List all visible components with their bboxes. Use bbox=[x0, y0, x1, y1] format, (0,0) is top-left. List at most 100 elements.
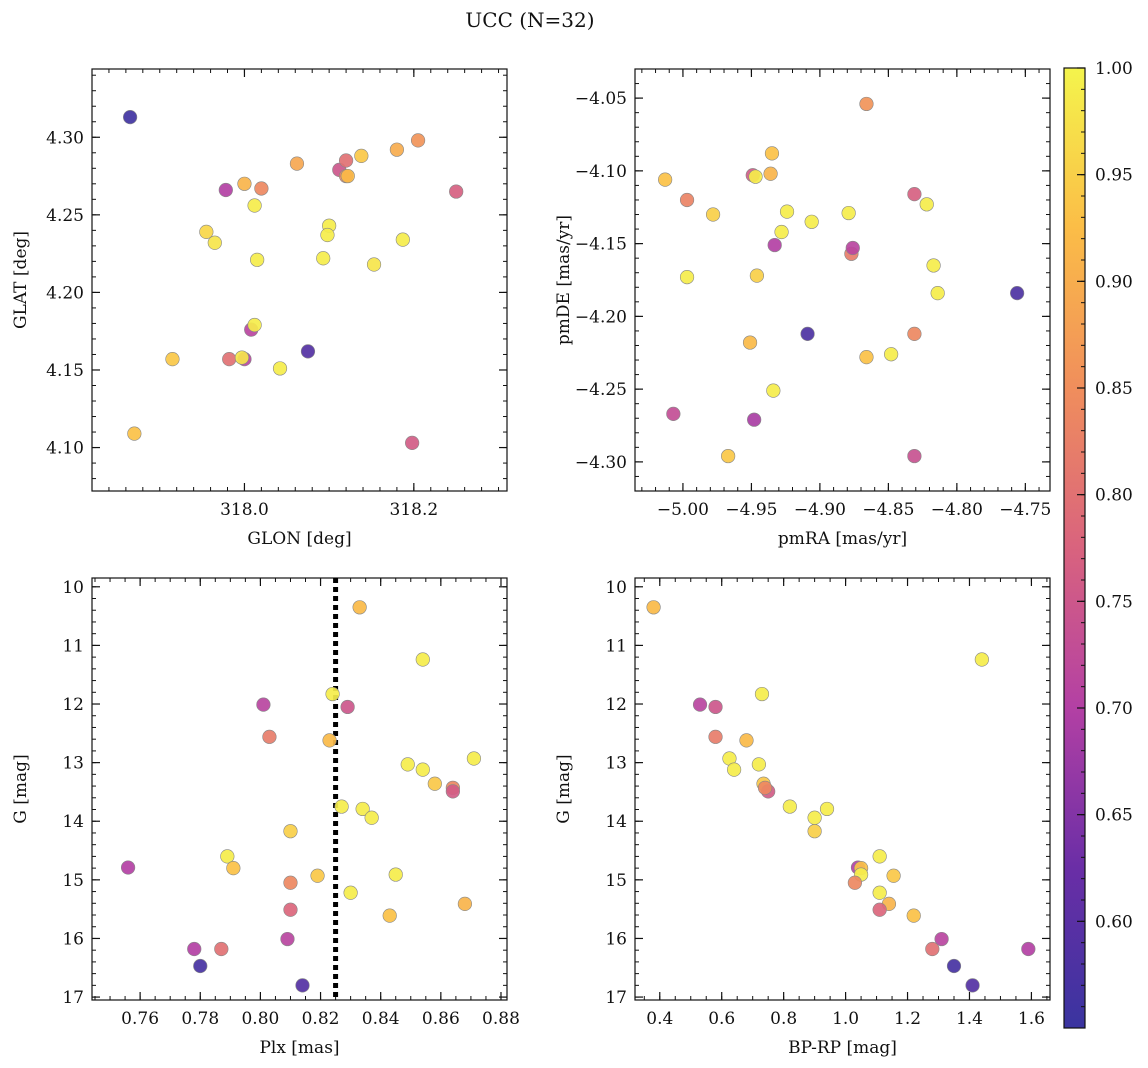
scatter-point bbox=[872, 849, 887, 864]
scatter-point bbox=[388, 867, 403, 882]
plot-frame bbox=[634, 68, 1051, 492]
scatter-point bbox=[226, 861, 241, 876]
scatter-point bbox=[280, 931, 295, 947]
scatter-point bbox=[310, 868, 325, 883]
scatter-point bbox=[247, 317, 262, 333]
scatter-point bbox=[256, 697, 271, 712]
scatter-point bbox=[946, 958, 962, 974]
scatter-point bbox=[884, 347, 899, 362]
scatter-point bbox=[300, 344, 316, 359]
scatter-point bbox=[234, 350, 250, 365]
plot-frame bbox=[91, 577, 508, 1001]
x-tick-label: −4.75 bbox=[999, 500, 1051, 520]
scatter-point bbox=[410, 133, 426, 148]
scatter-point bbox=[926, 258, 941, 273]
y-axis-label: GLAT [deg] bbox=[11, 231, 31, 329]
y-tick-label: 4.15 bbox=[46, 361, 84, 381]
x-tick-label: 0.6 bbox=[708, 1009, 735, 1029]
scatter-point bbox=[841, 205, 856, 221]
scatter-point bbox=[123, 109, 138, 125]
scatter-point bbox=[199, 224, 214, 240]
plot-frame bbox=[634, 577, 1051, 1001]
y-tick-label: 4.30 bbox=[46, 128, 84, 148]
colorbar-gradient bbox=[1063, 67, 1086, 1029]
x-axis-label: pmRA [mas/yr] bbox=[778, 529, 907, 549]
colorbar-tick-label: 0.60 bbox=[1095, 912, 1133, 932]
y-axis-label: pmDE [mas/yr] bbox=[554, 215, 574, 345]
y-tick-label: 12 bbox=[62, 695, 84, 715]
x-tick-label: 1.2 bbox=[894, 1009, 921, 1029]
scatter-point bbox=[382, 908, 397, 923]
scatter-point bbox=[354, 148, 369, 163]
scatter-point bbox=[366, 257, 382, 272]
y-axis-label: G [mag] bbox=[554, 754, 574, 823]
scatter-point bbox=[800, 326, 815, 341]
x-tick-label: 0.80 bbox=[241, 1009, 279, 1029]
y-tick-label: 17 bbox=[605, 988, 627, 1008]
y-tick-label: −4.05 bbox=[575, 89, 627, 109]
colorbar-tick-label: 0.85 bbox=[1095, 379, 1133, 399]
y-tick-label: 13 bbox=[62, 754, 84, 774]
colorbar-tick-label: 0.75 bbox=[1095, 592, 1133, 612]
scatter-point bbox=[120, 860, 136, 875]
scatter-point bbox=[748, 169, 763, 184]
x-tick-label: −4.90 bbox=[794, 500, 846, 520]
scatter-point bbox=[289, 156, 305, 171]
scatter-point bbox=[316, 251, 331, 266]
scatter-point bbox=[845, 240, 860, 256]
y-tick-label: −4.30 bbox=[575, 453, 627, 473]
y-tick-label: 10 bbox=[605, 578, 627, 598]
scatter-point bbox=[187, 941, 202, 957]
scatter-point bbox=[930, 285, 945, 301]
scatter-point bbox=[721, 448, 736, 464]
scatter-point bbox=[763, 166, 778, 181]
scatter-point bbox=[427, 776, 442, 791]
scatter-point bbox=[807, 810, 822, 825]
x-tick-label: 0.76 bbox=[121, 1009, 159, 1029]
scatter-point bbox=[679, 192, 695, 208]
scatter-point bbox=[220, 849, 235, 864]
scatter-point bbox=[757, 780, 773, 795]
scatter-point bbox=[237, 176, 252, 191]
x-tick-label: 0.4 bbox=[646, 1009, 673, 1029]
x-tick-label: −4.80 bbox=[931, 500, 983, 520]
scatter-point bbox=[320, 227, 335, 243]
scatter-point bbox=[872, 885, 887, 900]
scatter-point bbox=[807, 824, 822, 839]
panel-pmra-pmde: −5.00 −4.95 −4.90 −4.85 −4.80 −4.75 −4.30 −4.25… bbox=[554, 68, 1051, 549]
scatter-point bbox=[338, 153, 354, 168]
scatter-point bbox=[466, 751, 482, 766]
scatter-point bbox=[708, 699, 723, 715]
scatter-point bbox=[804, 214, 819, 229]
scatter-point bbox=[127, 426, 142, 441]
colorbar: 0.60 0.65 0.70 0.75 0.80 0.85 0.90 0.95 1.00 bbox=[1063, 59, 1133, 1029]
scatter-point bbox=[405, 435, 420, 451]
scatter-point bbox=[364, 810, 379, 825]
scatter-point bbox=[859, 350, 874, 365]
scatter-point bbox=[934, 931, 949, 947]
y-tick-label: 16 bbox=[62, 929, 84, 949]
y-tick-label: 15 bbox=[605, 871, 627, 891]
panel-bprp-g: 0.4 0.6 0.8 1.0 1.2 1.4 1.6 10 11 12 13 14 15 16 17 BP-… bbox=[554, 577, 1051, 1058]
scatter-point bbox=[352, 600, 367, 615]
scatter-point bbox=[819, 801, 835, 817]
scatter-point bbox=[254, 181, 269, 196]
y-tick-label: 17 bbox=[62, 988, 84, 1008]
y-tick-label: 14 bbox=[605, 812, 627, 832]
scatter-point bbox=[400, 757, 415, 772]
scatter-point bbox=[283, 824, 298, 839]
scatter-point bbox=[764, 146, 780, 161]
scatter-point bbox=[646, 600, 661, 615]
x-tick-label: 0.86 bbox=[422, 1009, 460, 1029]
scatter-point bbox=[658, 172, 673, 187]
scatter-point bbox=[747, 412, 762, 427]
scatter-point bbox=[449, 184, 464, 199]
y-axis-label: G [mag] bbox=[11, 754, 31, 823]
scatter-point bbox=[708, 729, 723, 744]
y-tick-label: −4.25 bbox=[575, 380, 627, 400]
scatter-point bbox=[457, 896, 472, 911]
x-axis-label: Plx [mas] bbox=[259, 1038, 339, 1058]
y-tick-label: 14 bbox=[62, 812, 84, 832]
scatter-point bbox=[207, 235, 222, 250]
x-tick-label: 0.8 bbox=[770, 1009, 797, 1029]
